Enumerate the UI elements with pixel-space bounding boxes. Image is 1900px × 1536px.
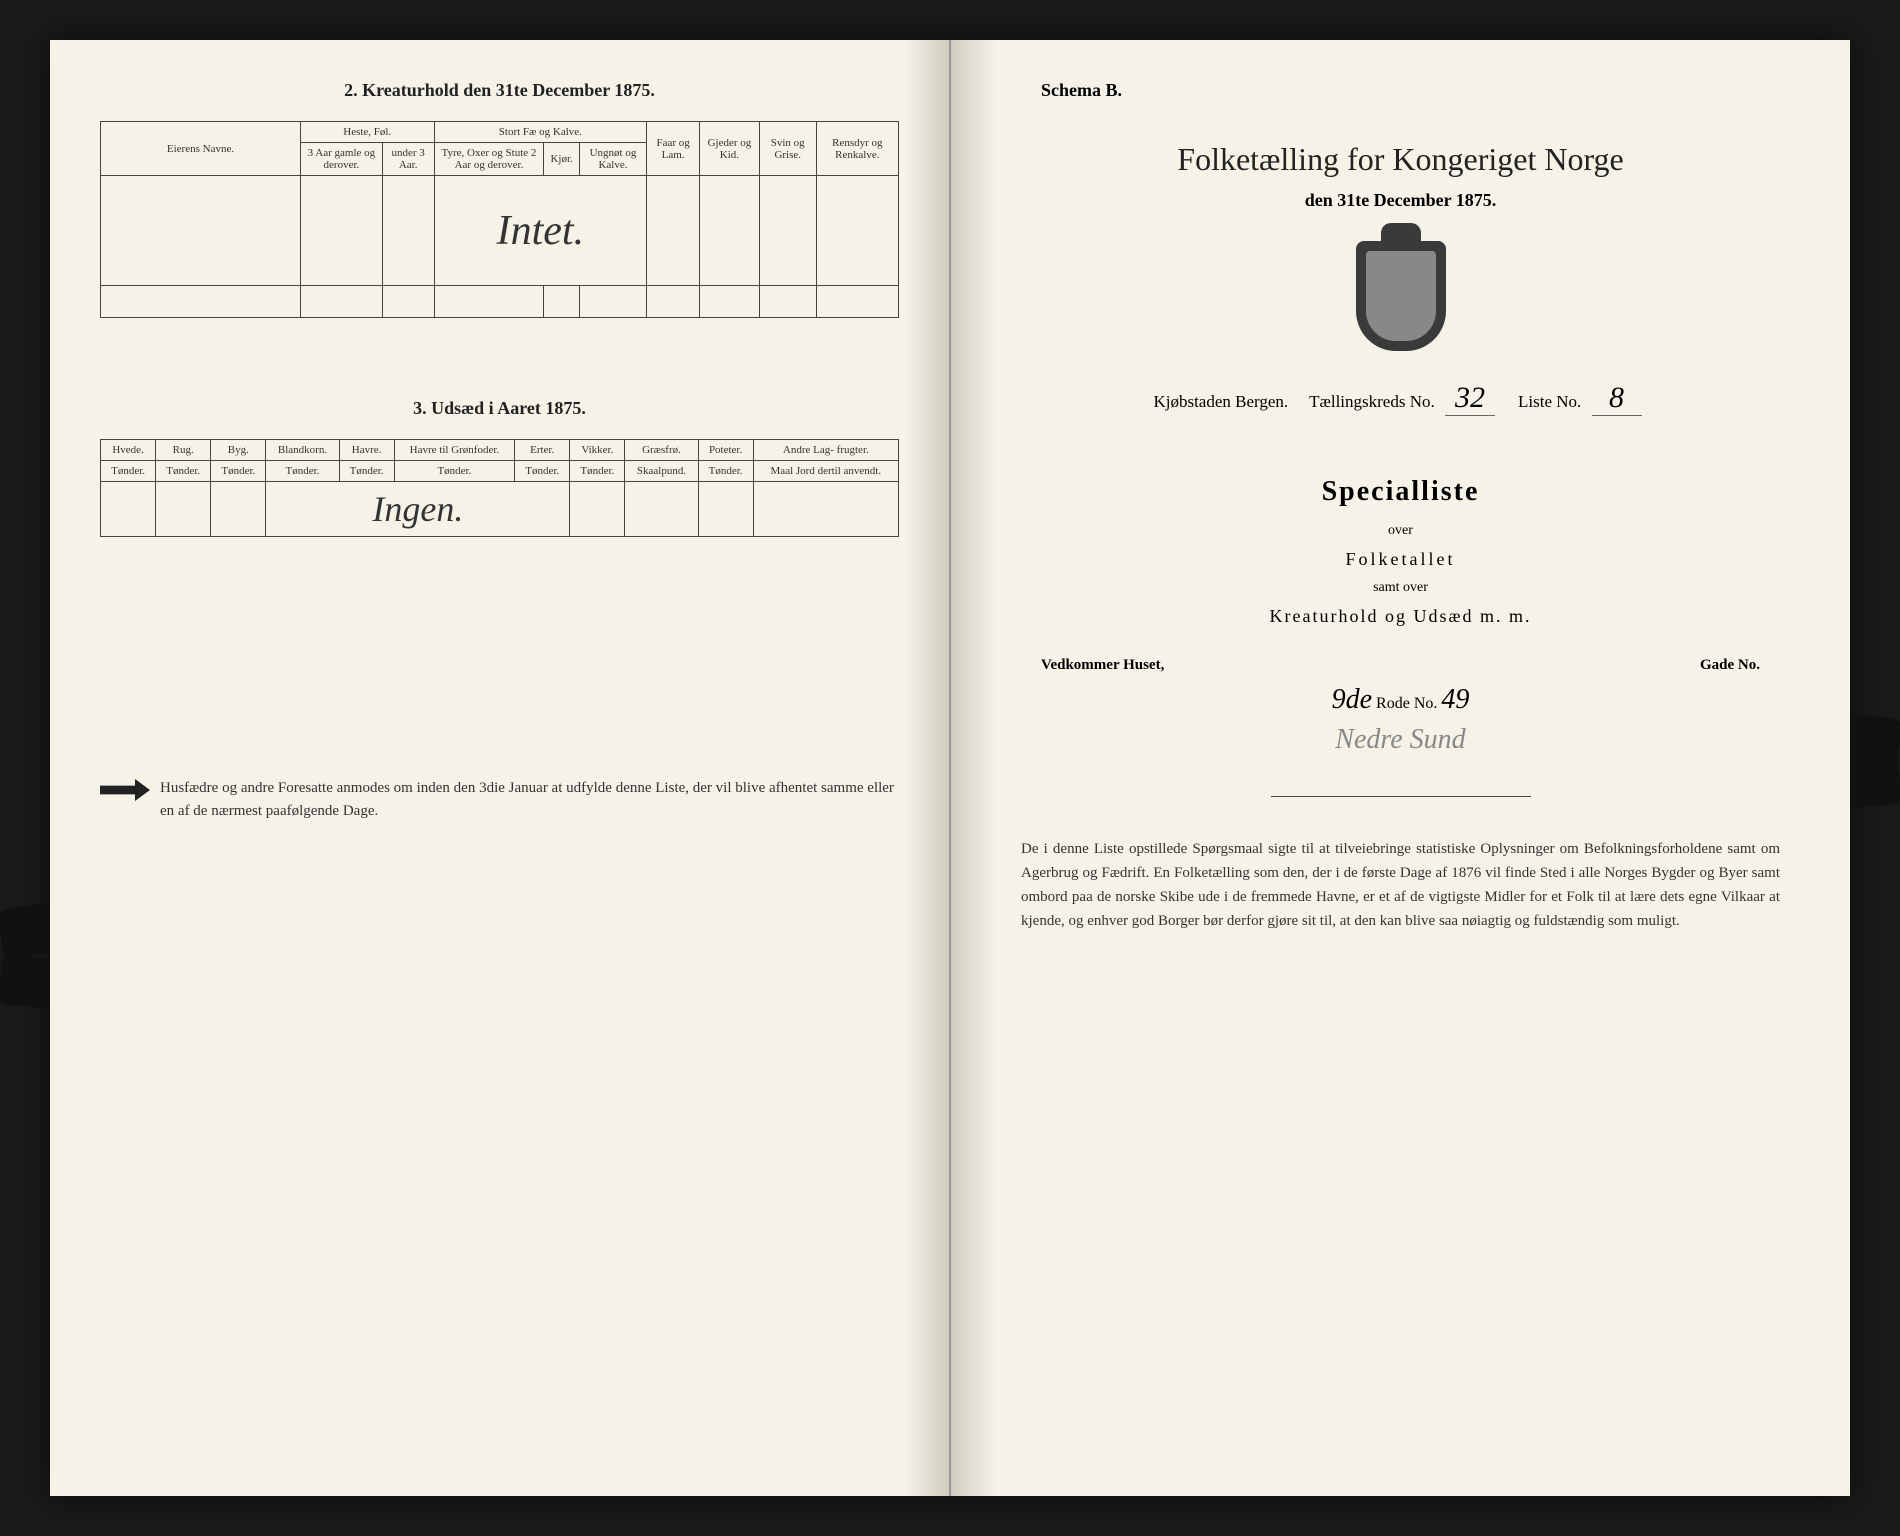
col-sheep: Faar og Lam. <box>647 122 700 176</box>
col-goats: Gjeder og Kid. <box>700 122 760 176</box>
unit: Tønder. <box>339 461 394 482</box>
unit: Tønder. <box>698 461 753 482</box>
vedkommer-label: Vedkommer Huset, <box>1041 657 1164 674</box>
street-name: Nedre Sund <box>1001 724 1800 756</box>
table-row: Intet. <box>101 176 899 286</box>
livestock-table: Eierens Navne. Heste, Føl. Stort Fæ og K… <box>100 121 899 318</box>
col-horses: Heste, Føl. <box>301 122 435 143</box>
district-line: Kjøbstaden Bergen. Tællingskreds No. 32 … <box>1001 381 1800 416</box>
col-wheat: Hvede. <box>101 440 156 461</box>
col-vetches: Vikker. <box>570 440 625 461</box>
rode-label: Rode No. <box>1376 695 1437 712</box>
samt-over-label: samt over <box>1001 580 1800 596</box>
unit: Maal Jord dertil anvendt. <box>753 461 898 482</box>
specialliste-title: Specialliste <box>1001 476 1800 508</box>
instructions-paragraph: De i denne Liste opstillede Spørgsmaal s… <box>1021 837 1780 933</box>
unit: Skaalpund. <box>625 461 698 482</box>
unit: Tønder. <box>515 461 570 482</box>
unit: Tønder. <box>211 461 266 482</box>
col-pigs: Svin og Grise. <box>759 122 816 176</box>
section2-title: 2. Kreaturhold den 31te December 1875. <box>100 80 899 101</box>
unit: Tønder. <box>394 461 514 482</box>
kreds-label: Tællingskreds No. <box>1309 392 1435 411</box>
col-reindeer: Rensdyr og Renkalve. <box>816 122 898 176</box>
col-cattle: Stort Fæ og Kalve. <box>434 122 647 143</box>
col-barley: Byg. <box>211 440 266 461</box>
col-oats-fodder: Havre til Grønfoder. <box>394 440 514 461</box>
col-rye: Rug. <box>156 440 211 461</box>
divider <box>1271 796 1531 797</box>
col-horses-sub2: under 3 Aar. <box>382 143 434 176</box>
liste-value: 8 <box>1592 381 1642 416</box>
address-row: 9de Rode No. 49 <box>1001 684 1800 716</box>
seed-table: Hvede. Rug. Byg. Blandkorn. Havre. Havre… <box>100 439 899 537</box>
right-page: Schema B. Folketælling for Kongeriget No… <box>951 40 1850 1496</box>
kreatur-line: Kreaturhold og Udsæd m. m. <box>1001 606 1800 627</box>
col-cattle-sub2: Kjør. <box>544 143 579 176</box>
col-horses-sub1: 3 Aar gamle og derover. <box>301 143 383 176</box>
rode-value: 49 <box>1441 684 1469 715</box>
col-other: Andre Lag- frugter. <box>753 440 898 461</box>
handwriting-intet: Intet. <box>434 176 647 286</box>
pointing-hand-icon <box>100 779 150 801</box>
liste-label: Liste No. <box>1518 392 1581 411</box>
unit: Tønder. <box>570 461 625 482</box>
unit: Tønder. <box>266 461 339 482</box>
over-label: over <box>1001 523 1800 539</box>
handwriting-ingen: Ingen. <box>266 482 570 537</box>
rode-prefix: 9de <box>1332 684 1372 715</box>
col-oats: Havre. <box>339 440 394 461</box>
col-mixed: Blandkorn. <box>266 440 339 461</box>
census-date: den 31te December 1875. <box>1001 190 1800 211</box>
schema-label: Schema B. <box>1041 80 1800 101</box>
unit: Tønder. <box>156 461 211 482</box>
census-title: Folketælling for Kongeriget Norge <box>1001 141 1800 178</box>
col-owner: Eierens Navne. <box>101 122 301 176</box>
footnote: Husfædre og andre Foresatte anmodes om i… <box>100 777 899 822</box>
kreds-value: 32 <box>1445 381 1495 416</box>
col-potatoes: Poteter. <box>698 440 753 461</box>
section3-title: 3. Udsæd i Aaret 1875. <box>100 398 899 419</box>
table-row <box>101 286 899 318</box>
coat-of-arms-icon <box>1356 241 1446 351</box>
col-cattle-sub3: Ungnøt og Kalve. <box>579 143 646 176</box>
unit: Tønder. <box>101 461 156 482</box>
folketallet-label: Folketallet <box>1001 549 1800 570</box>
left-page: 2. Kreaturhold den 31te December 1875. E… <box>50 40 951 1496</box>
city-label: Kjøbstaden Bergen. <box>1153 392 1288 411</box>
col-cattle-sub1: Tyre, Oxer og Stute 2 Aar og derover. <box>434 143 544 176</box>
table-row: Ingen. <box>101 482 899 537</box>
col-peas: Erter. <box>515 440 570 461</box>
gade-label: Gade No. <box>1700 657 1760 674</box>
footnote-text: Husfædre og andre Foresatte anmodes om i… <box>160 780 894 819</box>
col-grass: Græsfrø. <box>625 440 698 461</box>
